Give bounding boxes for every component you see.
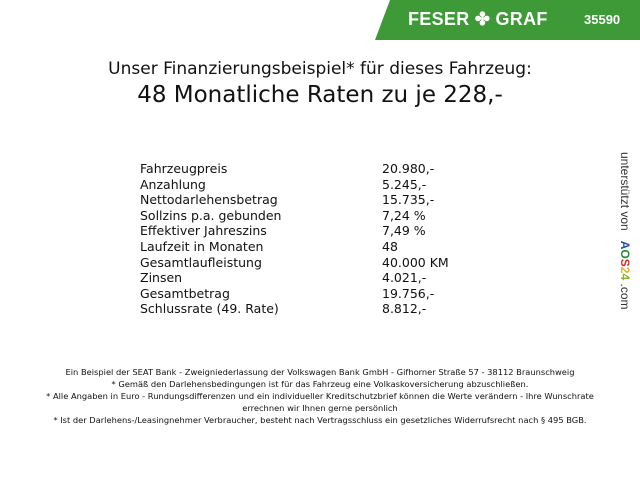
row-value: 48 <box>382 238 398 254</box>
footer-line: * Ist der Darlehens-/Leasingnehmer Verbr… <box>53 415 587 425</box>
row-label: Gesamtlaufleistung <box>140 254 262 270</box>
table-row: Sollzins p.a. gebunden 7,24 % <box>140 208 449 224</box>
row-label: Laufzeit in Monaten <box>140 238 264 254</box>
row-value: 7,49 % <box>382 223 426 239</box>
title-line2: 48 Monatliche Raten zu je 228,- <box>137 82 503 108</box>
header-banner <box>375 0 640 40</box>
table-row: Gesamtbetrag 19.756,- <box>140 286 449 302</box>
row-value: 19.756,- <box>382 285 435 301</box>
row-value: 15.735,- <box>382 192 435 208</box>
row-label: Sollzins p.a. gebunden <box>140 207 282 223</box>
table-row: Gesamtlaufleistung 40.000 KM <box>140 255 449 271</box>
row-value: 40.000 KM <box>382 254 449 270</box>
row-value: 5.245,- <box>382 176 427 192</box>
row-label: Nettodarlehensbetrag <box>140 192 278 208</box>
footer-line: * Gemäß den Darlehensbedingungen ist für… <box>111 379 529 389</box>
table-row: Nettodarlehensbetrag 15.735,- <box>140 192 449 208</box>
table-row: Fahrzeugpreis 20.980,- <box>140 161 449 177</box>
row-value: 20.980,- <box>382 161 435 176</box>
table-row: Anzahlung 5.245,- <box>140 177 449 193</box>
table-row: Zinsen 4.021,- <box>140 270 449 286</box>
row-value: 7,24 % <box>382 207 426 223</box>
sponsor-prefix: unterstützt von <box>618 152 632 231</box>
brand-logo: FESER ✤ GRAF <box>408 9 548 29</box>
footer-disclaimer: Ein Beispiel der SEAT Bank - Zweignieder… <box>30 366 610 426</box>
footer-line: Ein Beispiel der SEAT Bank - Zweignieder… <box>65 367 575 377</box>
row-label: Effektiver Jahreszins <box>140 223 267 239</box>
row-label: Anzahlung <box>140 176 206 192</box>
finance-table: Fahrzeugpreis 20.980,- Anzahlung 5.245,- N… <box>140 161 449 317</box>
row-label: Gesamtbetrag <box>140 285 230 301</box>
row-value: 4.021,- <box>382 270 427 286</box>
row-label: Fahrzeugpreis <box>140 161 228 176</box>
title-line1: Unser Finanzierungsbeispiel* für dieses … <box>108 59 532 79</box>
aos24-logo: AOS24 <box>618 240 632 281</box>
row-value: 8.812,- <box>382 301 427 317</box>
row-label: Schlussrate (49. Rate) <box>140 301 279 317</box>
sponsor-note: unterstützt von AOS24 .com <box>612 152 640 332</box>
dealer-code: 35590 <box>584 12 621 27</box>
table-row: Laufzeit in Monaten 48 <box>140 239 449 255</box>
table-row: Effektiver Jahreszins 7,49 % <box>140 223 449 239</box>
footer-line: * Alle Angaben in Euro - Rundungsdiffere… <box>46 391 594 413</box>
sponsor-suffix: .com <box>618 283 632 310</box>
row-label: Zinsen <box>140 270 183 286</box>
table-row: Schlussrate (49. Rate) 8.812,- <box>140 301 449 317</box>
